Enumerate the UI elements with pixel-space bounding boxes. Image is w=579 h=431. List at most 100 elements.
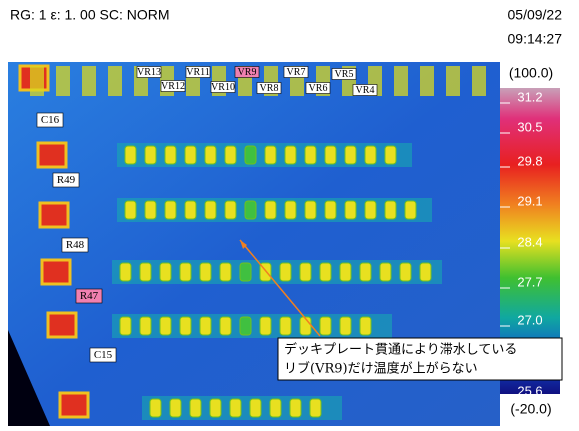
scale-top: (100.0) [509, 65, 553, 81]
rib [265, 201, 276, 219]
rib [185, 146, 196, 164]
rib [340, 263, 351, 281]
image-label: VR4 [356, 85, 375, 96]
top-rib [394, 66, 408, 96]
top-rib [472, 66, 486, 96]
date: 05/09/22 [508, 7, 563, 23]
top-rib [30, 66, 44, 96]
callout-line: デッキプレート貫通により滞水している [284, 342, 517, 358]
rib [345, 201, 356, 219]
rib [310, 399, 321, 417]
image-label: VR13 [137, 67, 161, 78]
rib [280, 317, 291, 335]
image-label: R48 [66, 239, 85, 251]
rib [240, 317, 251, 335]
rib [170, 399, 181, 417]
rib [380, 263, 391, 281]
rib [160, 317, 171, 335]
rib [150, 399, 161, 417]
image-label: R47 [80, 290, 99, 302]
rib [405, 201, 416, 219]
image-label: R49 [57, 174, 76, 186]
column [40, 203, 68, 227]
top-rib [420, 66, 434, 96]
image-label: C15 [94, 349, 113, 361]
rib [190, 399, 201, 417]
rib [285, 146, 296, 164]
page: {"header": {"status": "RG: 1 ε: 1. 00 SC… [0, 0, 579, 426]
rib [120, 317, 131, 335]
rib [365, 201, 376, 219]
rib [145, 201, 156, 219]
rib [300, 263, 311, 281]
scale-bottom: (-20.0) [510, 401, 551, 417]
rib [305, 201, 316, 219]
image-label: VR9 [238, 67, 257, 78]
image-label: VR10 [211, 82, 235, 93]
rib [125, 146, 136, 164]
rib [290, 399, 301, 417]
rib [205, 201, 216, 219]
image-label: VR7 [287, 67, 306, 78]
rib [400, 263, 411, 281]
image-label: VR12 [161, 81, 185, 92]
rib [340, 317, 351, 335]
rib [245, 146, 256, 164]
rib [180, 263, 191, 281]
time: 09:14:27 [508, 31, 563, 47]
top-rib [108, 66, 122, 96]
rib [220, 317, 231, 335]
scale-label: 25.6 [517, 383, 542, 398]
scale-label: 27.7 [517, 274, 542, 289]
rib [165, 201, 176, 219]
rib [420, 263, 431, 281]
top-rib [56, 66, 70, 96]
rib [185, 201, 196, 219]
image-label: VR11 [186, 67, 210, 78]
scale-label: 30.5 [517, 119, 542, 134]
scale-label: 29.8 [517, 153, 542, 168]
rib [210, 399, 221, 417]
rib [365, 146, 376, 164]
rib [360, 263, 371, 281]
column [60, 393, 88, 417]
rib [220, 263, 231, 281]
column [38, 143, 66, 167]
rib [120, 263, 131, 281]
rib [140, 317, 151, 335]
rib [360, 317, 371, 335]
rib [260, 317, 271, 335]
rib [225, 201, 236, 219]
rib [305, 146, 316, 164]
image-label: C16 [41, 114, 60, 126]
rib [250, 399, 261, 417]
rib [265, 146, 276, 164]
rib [205, 146, 216, 164]
rib [225, 146, 236, 164]
rib [325, 201, 336, 219]
image-label: VR8 [260, 83, 279, 94]
image-label: VR5 [335, 69, 354, 80]
rib [320, 263, 331, 281]
rib [200, 317, 211, 335]
rib [345, 146, 356, 164]
scale-label: 29.1 [517, 193, 542, 208]
rib [140, 263, 151, 281]
rib [200, 263, 211, 281]
screen: RG: 1 ε: 1. 00 SC: NORM 05/09/22 09:14:2… [0, 0, 579, 426]
top-rib [82, 66, 96, 96]
rib [285, 201, 296, 219]
top-rib [446, 66, 460, 96]
rib [180, 317, 191, 335]
rib [280, 263, 291, 281]
column [42, 260, 70, 284]
rib [270, 399, 281, 417]
rib [325, 146, 336, 164]
rib [320, 317, 331, 335]
rib [125, 201, 136, 219]
rib [230, 399, 241, 417]
rib [160, 263, 171, 281]
rib [165, 146, 176, 164]
rib [240, 263, 251, 281]
image-label: VR6 [309, 83, 328, 94]
